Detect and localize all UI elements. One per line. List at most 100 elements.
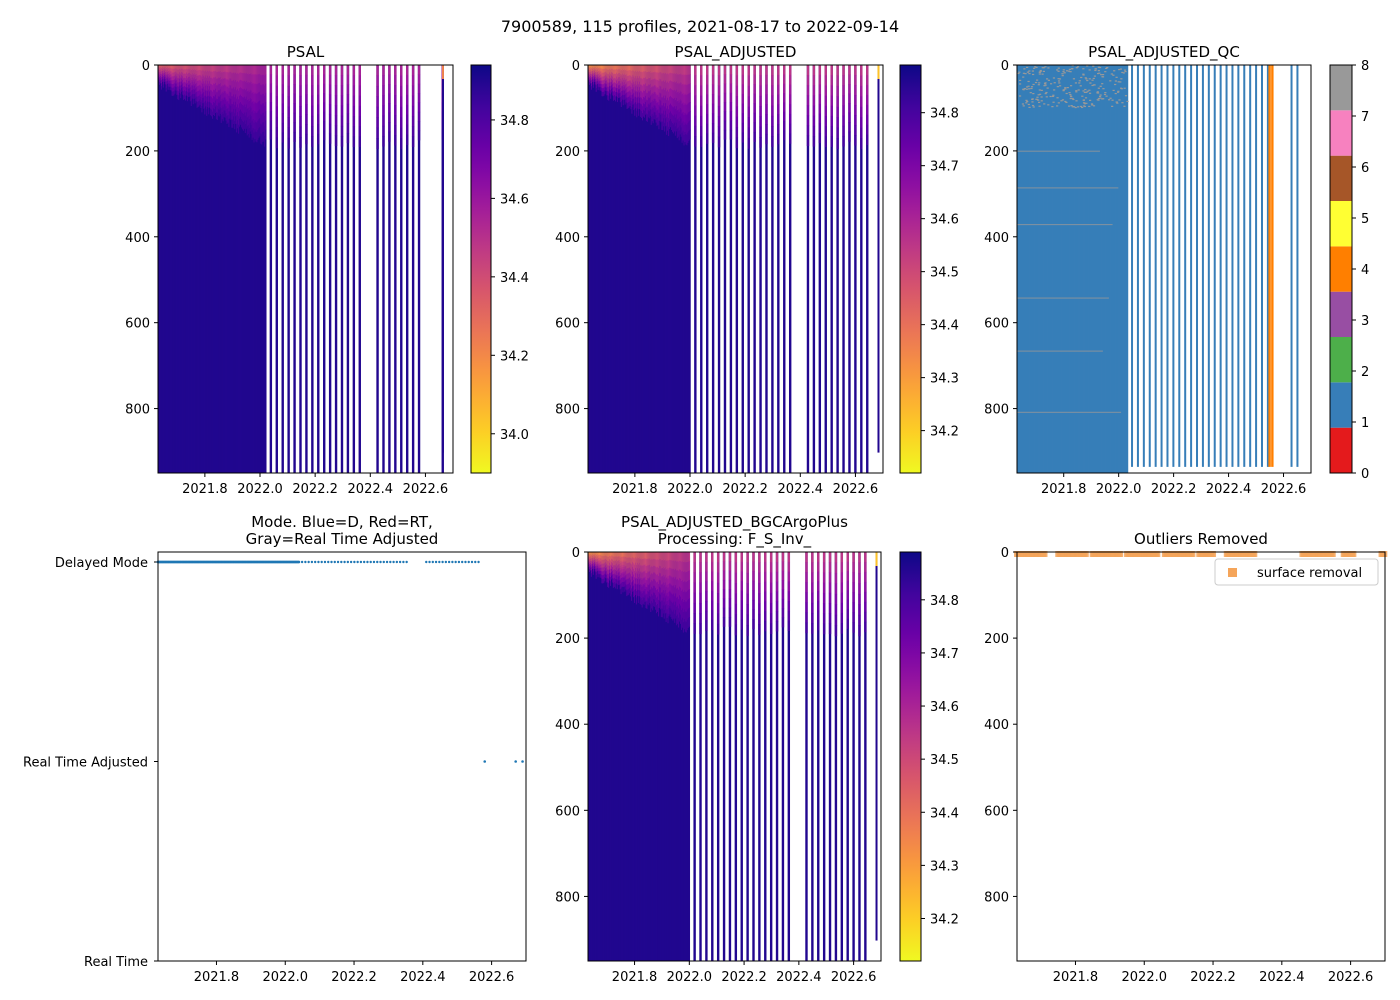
psal_adj-profile xyxy=(594,65,597,473)
psal-profile-upper xyxy=(235,101,237,110)
psal_bgc-profile-upper xyxy=(613,582,616,587)
psal_qc-qc8-speckle xyxy=(1022,88,1025,90)
psal_qc-profile xyxy=(1061,65,1063,473)
psal_adj-profile-deep xyxy=(688,65,690,473)
psal_qc-ytick-label: 800 xyxy=(984,403,1009,418)
psal_bgc-profile xyxy=(625,552,627,961)
psal_bgc-profile-upper xyxy=(705,581,708,592)
psal_adj-profile-upper xyxy=(603,87,605,93)
psal_bgc-profile-deep xyxy=(598,552,600,961)
psal-profile-deep xyxy=(260,65,262,473)
psal_adj-profile-upper xyxy=(684,122,686,133)
psal_bgc-profile-deep xyxy=(634,552,636,961)
psal_adj-profile-upper xyxy=(854,75,857,86)
psal_adj-profile-upper xyxy=(650,65,653,73)
psal_bgc-profile-upper xyxy=(693,582,696,594)
psal-profile-upper xyxy=(232,72,234,82)
psal_adj-profile-upper xyxy=(771,136,774,147)
psal_qc-profile xyxy=(1117,65,1119,473)
psal-profile-upper xyxy=(405,124,409,136)
psal_bgc-profile-upper xyxy=(646,573,648,581)
psal_bgc-profile-upper xyxy=(805,602,808,614)
psal_adj-profile xyxy=(596,65,599,473)
psal_adj-profile-upper xyxy=(631,89,633,96)
psal_adj-profile xyxy=(812,65,816,473)
psal_adj-profile-upper xyxy=(836,96,839,108)
psal_qc-qc8-speckle xyxy=(1021,103,1025,105)
psal_adj-profile-upper xyxy=(680,82,683,93)
psal-profile-upper xyxy=(352,65,356,76)
psal-profile-deep xyxy=(167,65,170,473)
psal-profile-upper xyxy=(222,78,225,87)
psal_adj-profile xyxy=(610,65,612,473)
psal_adj-profile-upper xyxy=(593,67,596,70)
psal_bgc-profile-upper xyxy=(665,586,668,596)
psal_bgc-profile-upper xyxy=(740,619,743,630)
psal_bgc-profile xyxy=(657,552,659,961)
psal_qc-qc8-speckle xyxy=(1025,99,1028,101)
psal-profile-upper xyxy=(299,95,302,107)
psal_adj-profile-upper xyxy=(607,69,609,75)
psal-profile-upper xyxy=(222,106,225,115)
psal_adj-profile-upper xyxy=(848,93,851,104)
psal_adj-profile-upper xyxy=(609,85,611,90)
psal_adj-profile-upper xyxy=(623,95,626,100)
psal_adj-profile-upper xyxy=(747,85,750,97)
psal_bgc-profile-upper xyxy=(636,584,639,591)
psal_adj-profile-upper xyxy=(605,74,607,79)
psal-profile-upper xyxy=(198,75,200,81)
psal_adj-profile xyxy=(678,65,681,473)
psal-profile-upper xyxy=(238,65,240,75)
psal-profile-upper xyxy=(213,102,216,110)
psal_adj-profile-upper xyxy=(678,102,681,113)
psal_bgc-profile-upper xyxy=(603,574,605,580)
psal-profile-deep xyxy=(317,65,320,473)
psal_adj-profile-upper xyxy=(735,106,739,118)
psal_adj-profile-upper xyxy=(600,77,602,82)
psal-profile-upper xyxy=(207,101,209,108)
psal_bgc-profile-upper xyxy=(590,552,593,556)
psal_adj-profile-upper xyxy=(623,90,626,96)
psal_adj-profile-upper xyxy=(642,78,644,87)
psal_adj-profile-upper xyxy=(700,65,703,76)
psal-profile-deep xyxy=(202,65,204,473)
psal_adj-profile xyxy=(680,65,683,473)
psal-profile-upper xyxy=(239,65,241,74)
psal_bgc-profile-upper xyxy=(636,589,639,596)
psal_adj-profile-upper xyxy=(666,90,668,101)
psal_bgc-profile-upper xyxy=(623,573,625,579)
psal-profile-upper xyxy=(210,89,212,97)
psal-profile-upper xyxy=(184,94,186,100)
psal-profile-upper xyxy=(188,80,191,86)
psal_bgc-profile-deep xyxy=(615,552,618,961)
psal_adj-profile-upper xyxy=(642,71,644,80)
psal_adj-profile-upper xyxy=(812,85,816,96)
psal_bgc-profile-upper xyxy=(834,604,838,616)
psal-profile-upper xyxy=(220,93,223,102)
psal_bgc-profile-upper xyxy=(685,581,688,593)
psal-profile-upper xyxy=(201,70,203,78)
psal_bgc-profile-upper xyxy=(752,609,755,620)
psal_bgc-profile-upper xyxy=(683,609,686,620)
psal_adj-profile-upper xyxy=(646,114,649,122)
psal_adj-profile-upper xyxy=(806,65,810,76)
psal_adj-profile-upper xyxy=(681,132,684,143)
psal_adj-profile-upper xyxy=(689,129,691,140)
psal_bgc-profile-upper xyxy=(660,552,663,561)
psal_qc-qc8-speckle xyxy=(1099,94,1102,96)
psal_adj-profile-deep xyxy=(729,65,733,473)
psal_bgc-profile xyxy=(623,552,625,961)
psal-profile-upper xyxy=(158,66,160,70)
psal_bgc-profile-upper xyxy=(633,563,635,570)
psal_qc-qc8-speckle xyxy=(1079,85,1082,87)
psal-profile-upper xyxy=(251,65,254,75)
psal-profile-deep xyxy=(188,65,191,473)
psal-profile-upper xyxy=(275,106,278,118)
psal_adj-profile-deep xyxy=(735,65,739,473)
psal_adj-profile-upper xyxy=(660,93,662,101)
psal_bgc-profile-deep xyxy=(663,552,666,961)
psal_bgc-profile-upper xyxy=(675,576,677,586)
psal_qc-qc8-speckle xyxy=(1040,100,1043,102)
psal_bgc-profile-upper xyxy=(638,568,641,575)
psal_bgc-profile-upper xyxy=(649,570,651,578)
